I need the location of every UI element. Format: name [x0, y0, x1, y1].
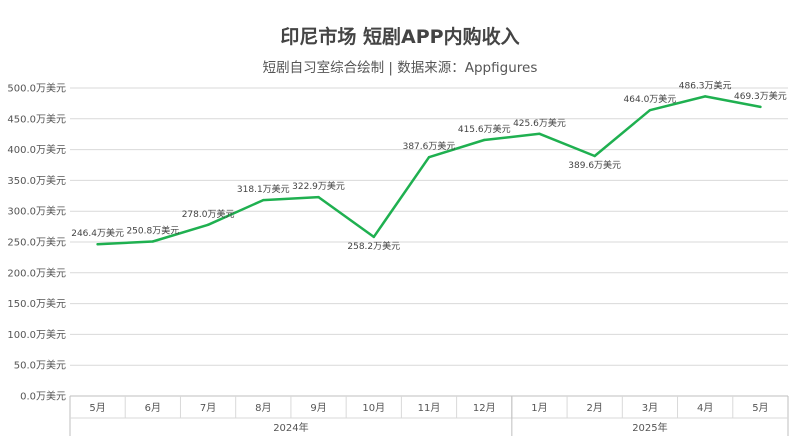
chart-subtitle: 短剧自习室综合绘制 | 数据来源：Appfigures: [262, 60, 538, 76]
data-label: 278.0万美元: [182, 208, 235, 220]
x-tick-label: 6月: [145, 402, 161, 414]
x-tick-label: 11月: [418, 402, 441, 414]
x-tick-label: 8月: [255, 402, 271, 414]
chart-title: 印尼市场 短剧APP内购收入: [280, 26, 520, 48]
data-label: 389.6万美元: [568, 159, 621, 171]
x-tick-label: 5月: [752, 402, 768, 414]
y-tick-label: 500.0万美元: [7, 82, 66, 95]
data-label: 250.8万美元: [126, 225, 179, 237]
data-point: [703, 95, 707, 98]
x-tick-label: 2月: [587, 402, 603, 414]
y-tick-label: 0.0万美元: [20, 390, 66, 403]
x-tick-label: 12月: [473, 402, 496, 414]
data-label: 258.2万美元: [347, 240, 400, 252]
data-point: [538, 132, 541, 136]
x-tick-label: 10月: [362, 402, 385, 414]
x-group-label: 2025年: [632, 421, 667, 434]
x-group-label: 2024年: [273, 421, 308, 434]
data-label: 415.6万美元: [458, 123, 511, 135]
data-point: [262, 198, 265, 202]
y-tick-label: 350.0万美元: [7, 174, 66, 187]
data-label: 425.6万美元: [513, 117, 566, 129]
data-point: [593, 154, 596, 158]
x-tick-label: 4月: [697, 402, 713, 414]
y-tick-label: 100.0万美元: [7, 328, 66, 341]
x-tick-label: 5月: [89, 402, 105, 414]
data-label: 387.6万美元: [403, 140, 456, 152]
y-tick-label: 50.0万美元: [14, 359, 66, 372]
data-label: 486.3万美元: [679, 79, 732, 91]
y-tick-label: 450.0万美元: [7, 112, 66, 125]
x-tick-label: 7月: [200, 402, 216, 414]
x-tick-label: 3月: [642, 402, 658, 414]
data-point: [427, 156, 431, 159]
y-tick-label: 300.0万美元: [7, 205, 66, 218]
y-tick-label: 150.0万美元: [7, 297, 66, 310]
data-point: [317, 195, 320, 199]
data-point: [206, 223, 210, 226]
data-label: 469.3万美元: [734, 90, 787, 102]
y-tick-label: 250.0万美元: [7, 236, 66, 249]
data-point: [372, 235, 375, 239]
data-point: [483, 138, 486, 142]
y-tick-label: 200.0万美元: [7, 266, 66, 279]
data-point: [648, 108, 652, 112]
data-label: 246.4万美元: [71, 227, 124, 239]
data-label: 322.9万美元: [292, 180, 345, 192]
data-label: 464.0万美元: [624, 93, 677, 105]
data-point: [759, 105, 762, 109]
y-tick-label: 400.0万美元: [7, 143, 66, 156]
data-point: [96, 243, 99, 246]
data-point: [151, 240, 155, 243]
data-label: 318.1万美元: [237, 183, 290, 195]
x-tick-label: 9月: [310, 402, 326, 414]
x-tick-label: 1月: [531, 402, 547, 414]
